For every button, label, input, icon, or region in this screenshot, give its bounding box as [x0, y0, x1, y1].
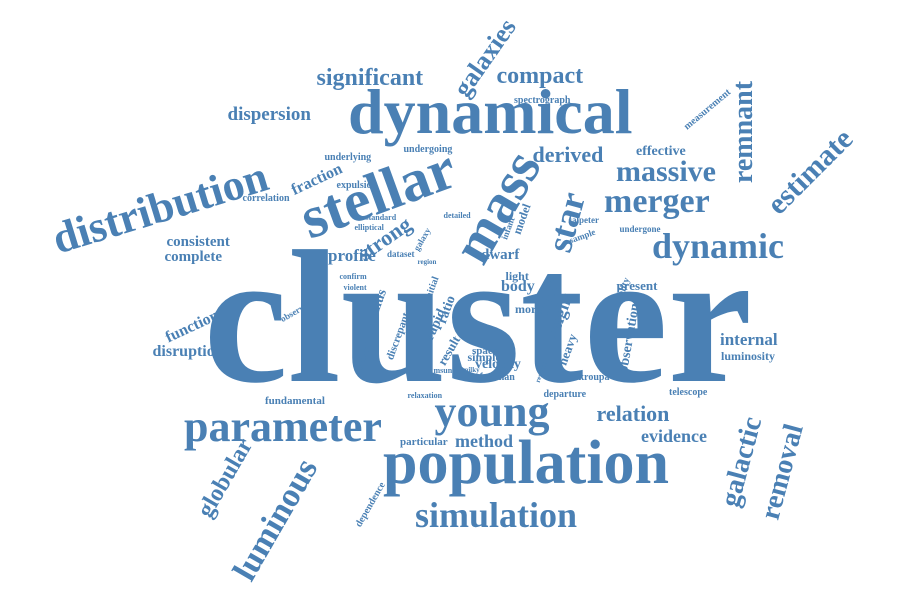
- word-method: method: [455, 431, 513, 451]
- word-disruption: disruption: [152, 343, 224, 360]
- word-violent: violent: [343, 283, 367, 292]
- word-significant: significant: [316, 65, 424, 91]
- word-evidence: evidence: [641, 426, 707, 446]
- word-internal: internal: [720, 329, 778, 349]
- word-telescope: telescope: [669, 387, 708, 398]
- word-simple: simple: [467, 350, 501, 364]
- word-milky: milky: [462, 365, 480, 374]
- word-population: population: [383, 429, 670, 497]
- word-correlation: correlation: [242, 193, 290, 204]
- word-dynamical: dynamical: [348, 76, 633, 147]
- word-body: body: [501, 278, 535, 295]
- word-remnant: remnant: [728, 80, 760, 184]
- word-msun: msun: [433, 366, 453, 375]
- word-present: present: [616, 277, 658, 293]
- word-velocity: velocity: [475, 357, 521, 372]
- word-dynamic: dynamic: [652, 226, 785, 266]
- word-luminosity: luminosity: [721, 349, 776, 363]
- word-simulation: simulation: [415, 495, 578, 535]
- word-dwarf: dwarf: [481, 246, 520, 263]
- word-kroupa: kroupa: [578, 372, 610, 383]
- word-undergoing: undergoing: [403, 144, 453, 155]
- word-particular: particular: [400, 435, 448, 448]
- word-merger: merger: [604, 183, 710, 220]
- word-effective: effective: [636, 144, 686, 159]
- word-elliptical: elliptical: [354, 223, 384, 232]
- word-dependence: dependence: [353, 480, 388, 530]
- word-region: region: [417, 257, 437, 266]
- word-underlying: underlying: [324, 152, 372, 163]
- word-spectrograph: spectrograph: [514, 95, 571, 106]
- word-confirm: confirm: [339, 272, 367, 281]
- word-compact: compact: [496, 63, 584, 89]
- word-detailed: detailed: [443, 211, 471, 220]
- word-more: more: [515, 302, 542, 316]
- word-dataset: dataset: [387, 248, 415, 259]
- word-relaxation: relaxation: [407, 391, 443, 400]
- word-light: light: [505, 269, 529, 283]
- word-power: power: [365, 294, 381, 300]
- word-cluster: cluster: [203, 213, 753, 423]
- word-dispersion: dispersion: [227, 103, 311, 125]
- word-departure: departure: [543, 389, 587, 400]
- word-freeman: freeman: [479, 372, 515, 383]
- word-consistent: consistent: [166, 233, 230, 250]
- word-parameter: parameter: [184, 402, 382, 451]
- word-salpeter: salpeter: [568, 214, 600, 225]
- word-space: space: [472, 344, 498, 357]
- word-young: young: [434, 387, 550, 436]
- word-relation: relation: [596, 401, 670, 426]
- word-complete: complete: [164, 248, 222, 265]
- word-massive: massive: [616, 155, 716, 188]
- word-profile: profile: [328, 245, 376, 265]
- word-fundamental: fundamental: [265, 394, 325, 407]
- word-derived: derived: [532, 142, 604, 167]
- word-measurement: measurement: [681, 86, 734, 133]
- word-expulsion: expulsion: [336, 180, 378, 191]
- word-estimate: estimate: [760, 122, 859, 222]
- word-undergone: undergone: [619, 223, 661, 234]
- word-standard: standard: [365, 213, 397, 222]
